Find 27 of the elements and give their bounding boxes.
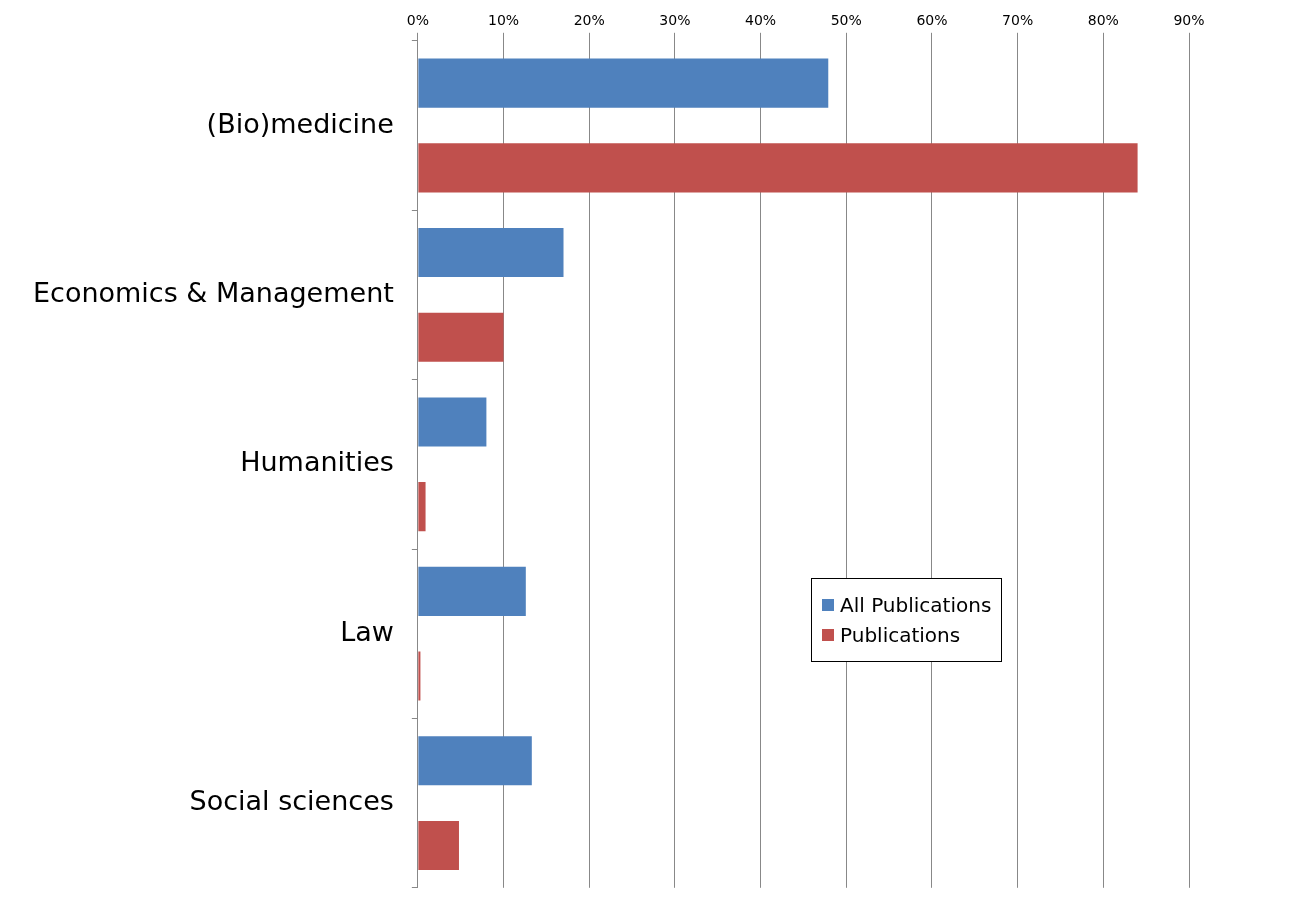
bar [418,482,426,532]
bar [418,312,504,362]
bar [418,397,487,447]
x-tick-label: 50% [830,12,862,29]
bar [418,227,564,278]
x-tick-label: 30% [659,12,691,29]
y-tick-label: Economics & Management [32,276,394,308]
x-tick-label: 70% [1002,12,1034,29]
legend-label: Publications [840,623,961,647]
bar [418,651,421,701]
x-tick-label: 40% [745,12,777,29]
y-tick-label: Social sciences [189,785,394,817]
legend-label: All Publications [840,593,992,617]
bar [418,566,526,616]
x-tick-label: 0% [406,12,429,29]
y-tick-label: Law [340,615,394,647]
y-tick-label: Humanities [240,446,394,478]
bar [418,736,532,786]
x-tick-label: 10% [487,12,520,29]
x-tick-label: 20% [573,12,605,29]
bar [418,58,829,108]
x-tick-label: 60% [916,12,948,29]
x-tick-label: 80% [1087,12,1119,29]
x-tick-label: 90% [1173,12,1205,29]
y-tick-label: (Bio)medicine [206,107,394,139]
bar [418,143,1138,193]
bar [418,820,459,871]
